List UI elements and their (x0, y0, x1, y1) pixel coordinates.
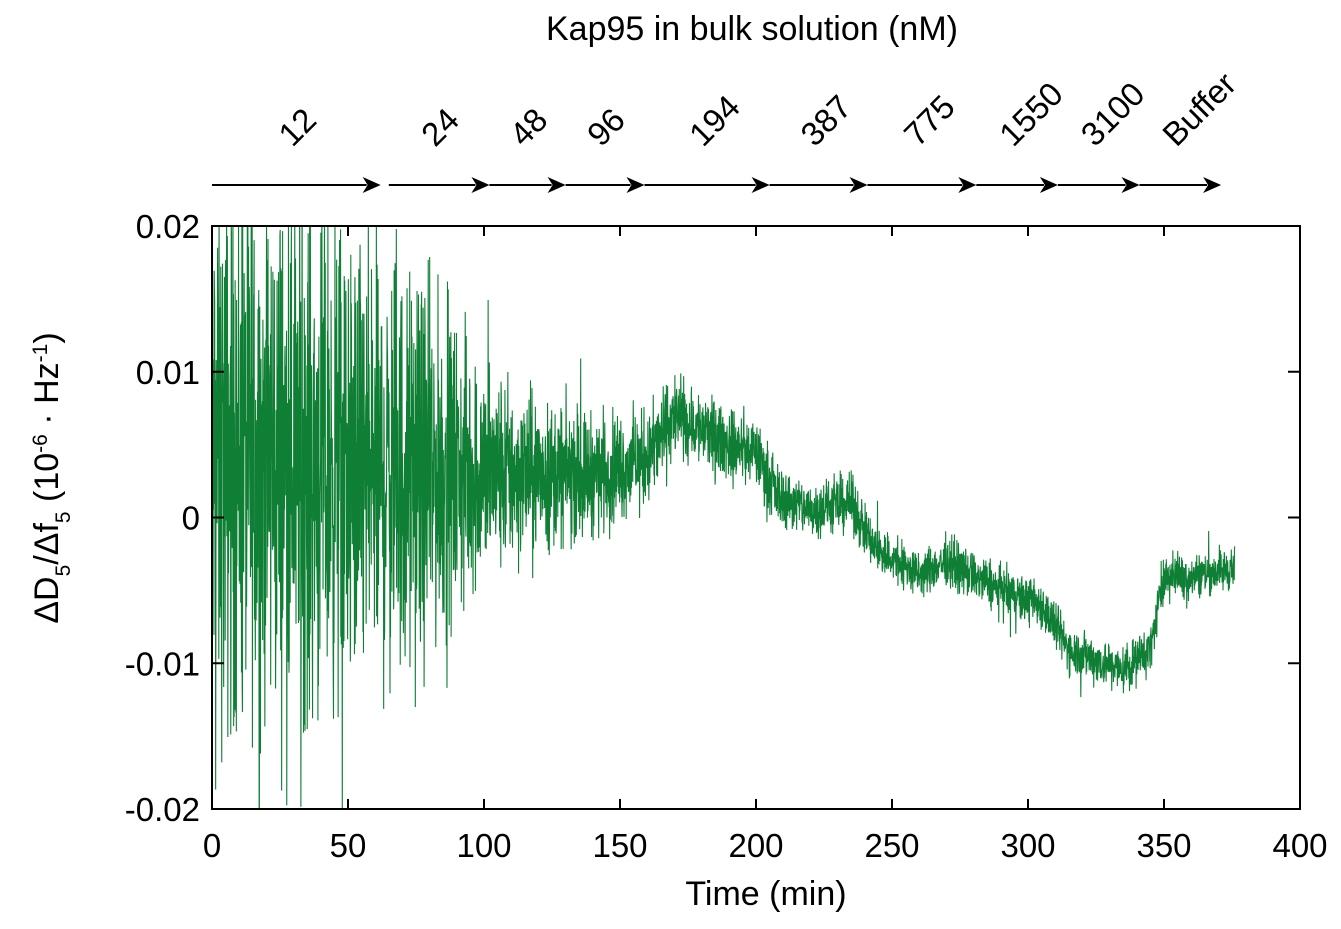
x-axis: 0 50 100 150 200 250 300 350 400 (203, 226, 1328, 864)
step-arrowhead (958, 177, 977, 193)
step-arrowhead (751, 177, 770, 193)
series-line (212, 226, 1236, 809)
concentration-label: 775 (897, 88, 962, 153)
data-trace (212, 226, 1236, 809)
concentration-label: Buffer (1155, 65, 1243, 153)
concentration-label: 194 (682, 88, 747, 153)
x-tick-label: 400 (1272, 827, 1327, 864)
chart-title: Kap95 in bulk solution (nM) (546, 10, 958, 48)
x-tick-label: 0 (203, 827, 221, 864)
concentration-label: 1550 (992, 75, 1070, 153)
y-axis-title: ΔD5/Δf5 (10-6 · Hz-1) (28, 332, 75, 623)
step-arrowhead (1121, 177, 1140, 193)
y-tick-label: 0 (182, 500, 200, 537)
step-arrowhead (547, 177, 566, 193)
x-tick-label: 300 (1000, 827, 1055, 864)
x-tick-label: 350 (1136, 827, 1191, 864)
y-tick-label: 0.02 (136, 208, 200, 245)
concentration-label: 387 (793, 88, 858, 153)
x-axis-title: Time (min) (685, 875, 846, 913)
y-tick-label: -0.02 (125, 791, 200, 828)
x-tick-label: 200 (728, 827, 783, 864)
concentration-label: 24 (414, 101, 466, 153)
step-arrowhead (362, 177, 381, 193)
step-arrowhead (471, 177, 490, 193)
concentration-label: 96 (580, 101, 632, 153)
concentration-label: 3100 (1074, 75, 1152, 153)
step-arrowhead (1203, 177, 1222, 193)
step-arrowhead (626, 177, 645, 193)
x-tick-label: 50 (330, 827, 367, 864)
x-tick-label: 250 (864, 827, 919, 864)
concentration-label: 12 (271, 101, 323, 153)
x-tick-label: 100 (456, 827, 511, 864)
y-axis: 0.02 0.01 0 -0.01 -0.02 (125, 208, 1300, 828)
y-tick-label: -0.01 (125, 645, 200, 682)
x-tick-label: 150 (592, 827, 647, 864)
concentration-label: 48 (502, 101, 554, 153)
step-arrowhead (849, 177, 868, 193)
y-tick-label: 0.01 (136, 354, 200, 391)
concentration-annotations: 12 24 48 96 194 387 775 1550 3100 Buffer (212, 65, 1243, 193)
step-arrowhead (1039, 177, 1058, 193)
plot-frame (211, 225, 1301, 810)
